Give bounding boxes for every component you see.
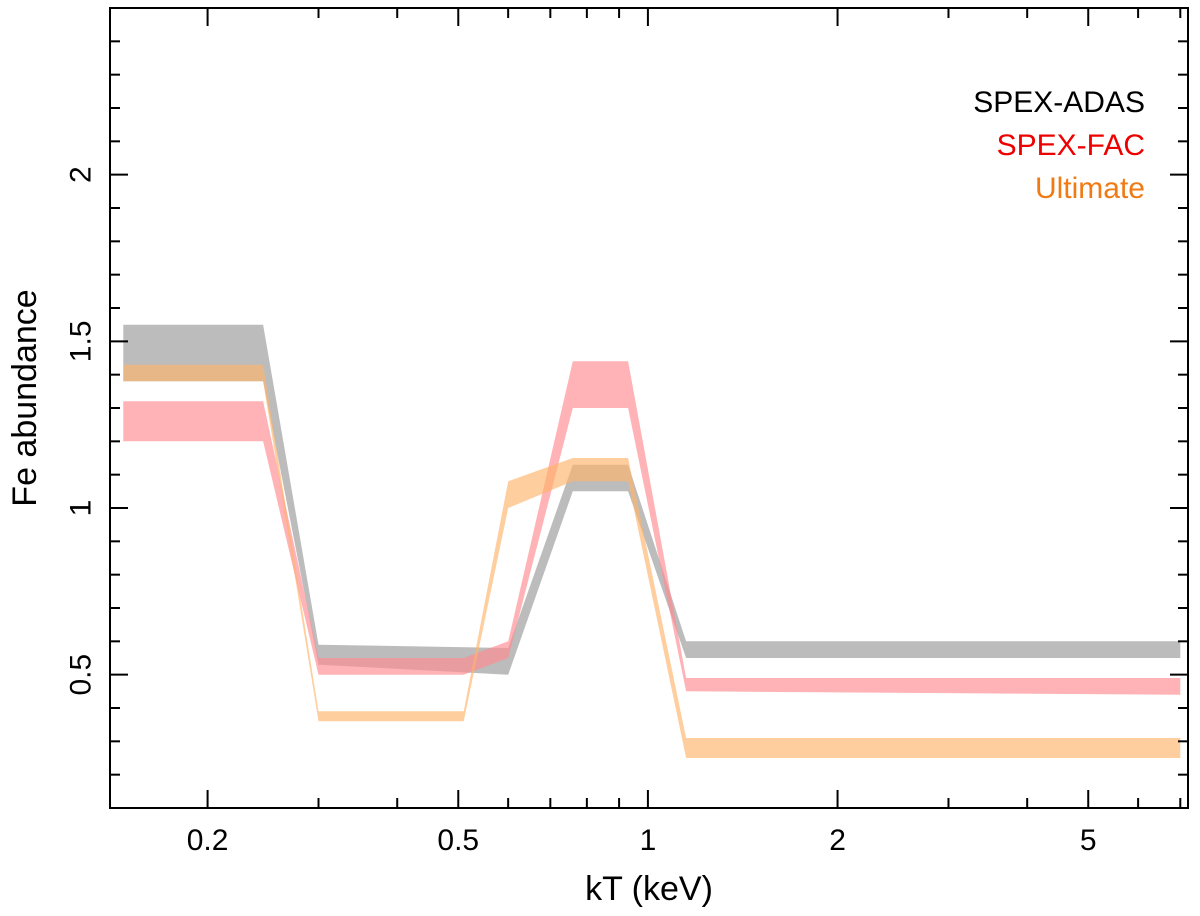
legend-item-spex-adas: SPEX-ADAS [973, 86, 1145, 119]
band-ultimate [123, 364, 1181, 758]
bands-layer [123, 324, 1181, 758]
x-tick-label: 2 [829, 824, 846, 857]
y-tick-label: 0.5 [65, 654, 98, 696]
x-tick-label: 5 [1080, 824, 1097, 857]
ticks-layer [110, 7, 1188, 809]
y-tick-label: 1 [65, 500, 98, 517]
x-axis-title: kT (keV) [585, 870, 713, 908]
y-tick-label: 2 [65, 166, 98, 183]
legend: SPEX-ADAS SPEX-FAC Ultimate [973, 86, 1145, 205]
y-axis-title: Fe abundance [6, 289, 44, 506]
band-spex-adas [123, 324, 1181, 675]
legend-item-spex-fac: SPEX-FAC [997, 129, 1145, 162]
y-tick-label: 1.5 [65, 320, 98, 362]
tick-labels-layer: 0.2 0.5 1 2 5 0.5 1 1.5 2 [65, 166, 1097, 857]
x-tick-label: 0.5 [437, 824, 479, 857]
legend-item-ultimate: Ultimate [1035, 172, 1145, 205]
x-tick-label: 0.2 [187, 824, 229, 857]
x-tick-label: 1 [640, 824, 657, 857]
